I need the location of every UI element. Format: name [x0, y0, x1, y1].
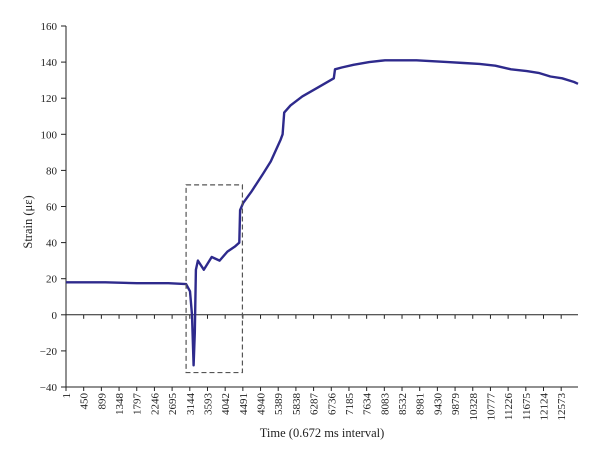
x-axis: 1 450 899 1348 1797 2246 2695 3144 3593 4042 4491 4…	[61, 386, 578, 421]
x-tick-label: 4940	[256, 393, 268, 416]
y-tick-label: 40	[46, 238, 58, 250]
y-tick-label: −20	[40, 346, 58, 358]
x-tick-label: 3593	[202, 393, 214, 416]
y-tick-label: 120	[41, 93, 58, 105]
x-tick-label: 12124	[538, 393, 550, 421]
y-tick-label: 160	[41, 21, 58, 33]
x-tick-label: 1797	[132, 393, 144, 416]
x-tick-label: 4042	[220, 393, 232, 415]
x-axis-title: Time (0.672 ms interval)	[260, 426, 385, 440]
x-tick-label: 1348	[114, 393, 126, 416]
y-tick-label: 100	[41, 129, 58, 141]
x-tick-label: 6736	[326, 393, 338, 416]
x-tick-label: 5838	[291, 393, 303, 416]
x-tick-label: 5389	[273, 393, 285, 416]
plot-area	[66, 59, 579, 374]
y-tick-label: 20	[46, 274, 58, 286]
y-axis: −40 −20 0 20 40 60 80 100 120 140 160	[40, 21, 67, 394]
x-tick-label: 9879	[450, 393, 462, 416]
x-tick-label: 7185	[344, 393, 356, 416]
y-tick-label: −40	[40, 382, 58, 394]
x-tick-label: 8981	[415, 393, 427, 415]
x-tick-label: 1	[61, 393, 73, 399]
x-tick-label: 7634	[362, 393, 374, 416]
y-tick-label: 140	[41, 57, 58, 69]
y-tick-label: 80	[46, 165, 58, 177]
x-tick-label: 2695	[167, 393, 179, 416]
y-tick-label: 0	[52, 310, 58, 322]
x-tick-label: 3144	[185, 393, 197, 416]
x-tick-label: 9430	[432, 393, 444, 416]
x-tick-label: 2246	[149, 393, 161, 416]
x-tick-label: 8532	[397, 393, 409, 415]
x-tick-label: 4491	[238, 393, 250, 415]
x-tick-label: 899	[96, 393, 108, 410]
y-tick-label: 60	[46, 202, 58, 214]
x-tick-label: 11675	[521, 393, 533, 421]
x-tick-label: 450	[79, 393, 91, 410]
x-tick-label: 12573	[556, 393, 568, 421]
zero-line	[65, 314, 578, 319]
x-tick-label: 10328	[468, 393, 480, 421]
y-axis-title: Strain (με)	[21, 195, 35, 248]
series-line-0	[66, 59, 579, 367]
x-tick-label: 8083	[379, 393, 391, 416]
dashed-highlight-box	[185, 184, 244, 374]
x-tick-label: 11226	[503, 393, 515, 421]
x-tick-label: 10777	[485, 393, 497, 421]
x-tick-label: 6287	[309, 393, 321, 416]
